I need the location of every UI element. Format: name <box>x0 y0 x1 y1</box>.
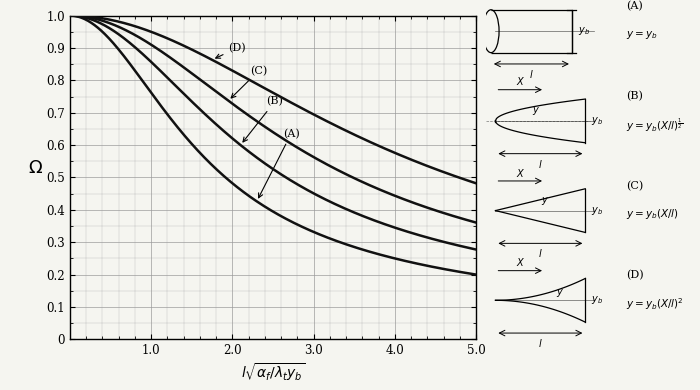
Text: (A): (A) <box>626 1 643 11</box>
Text: $l$: $l$ <box>529 68 533 80</box>
Text: (B): (B) <box>243 96 284 142</box>
Text: $y$: $y$ <box>541 195 549 207</box>
Text: $y = y_b(X/l)$: $y = y_b(X/l)$ <box>626 207 678 222</box>
Text: $l$: $l$ <box>538 337 543 349</box>
Text: (A): (A) <box>258 129 300 198</box>
Text: $y_b$: $y_b$ <box>578 25 590 37</box>
Text: $y$: $y$ <box>532 105 540 117</box>
Text: (C): (C) <box>626 181 643 191</box>
Text: $y_b$: $y_b$ <box>591 205 603 216</box>
Text: $X$: $X$ <box>516 167 525 179</box>
Text: (D): (D) <box>216 43 246 58</box>
Text: (C): (C) <box>231 66 267 98</box>
Text: $y = y_b$: $y = y_b$ <box>626 29 657 41</box>
Text: $l$: $l$ <box>538 158 543 170</box>
Text: $X$: $X$ <box>516 256 525 268</box>
Text: $y = y_b(X/l)^2$: $y = y_b(X/l)^2$ <box>626 296 683 312</box>
Text: $y_b$: $y_b$ <box>591 115 603 127</box>
Text: (B): (B) <box>626 91 643 101</box>
Text: $y = y_b(X/l)^{\frac{1}{2}}$: $y = y_b(X/l)^{\frac{1}{2}}$ <box>626 116 682 134</box>
X-axis label: $l\sqrt{\alpha_f/\lambda_t y_b}$: $l\sqrt{\alpha_f/\lambda_t y_b}$ <box>241 361 305 383</box>
Text: (D): (D) <box>626 270 643 280</box>
Text: $l$: $l$ <box>538 247 543 259</box>
Y-axis label: $\Omega$: $\Omega$ <box>28 160 43 177</box>
Text: $y$: $y$ <box>556 287 564 299</box>
Text: $X$: $X$ <box>516 75 525 87</box>
Text: $y_b$: $y_b$ <box>591 294 603 306</box>
